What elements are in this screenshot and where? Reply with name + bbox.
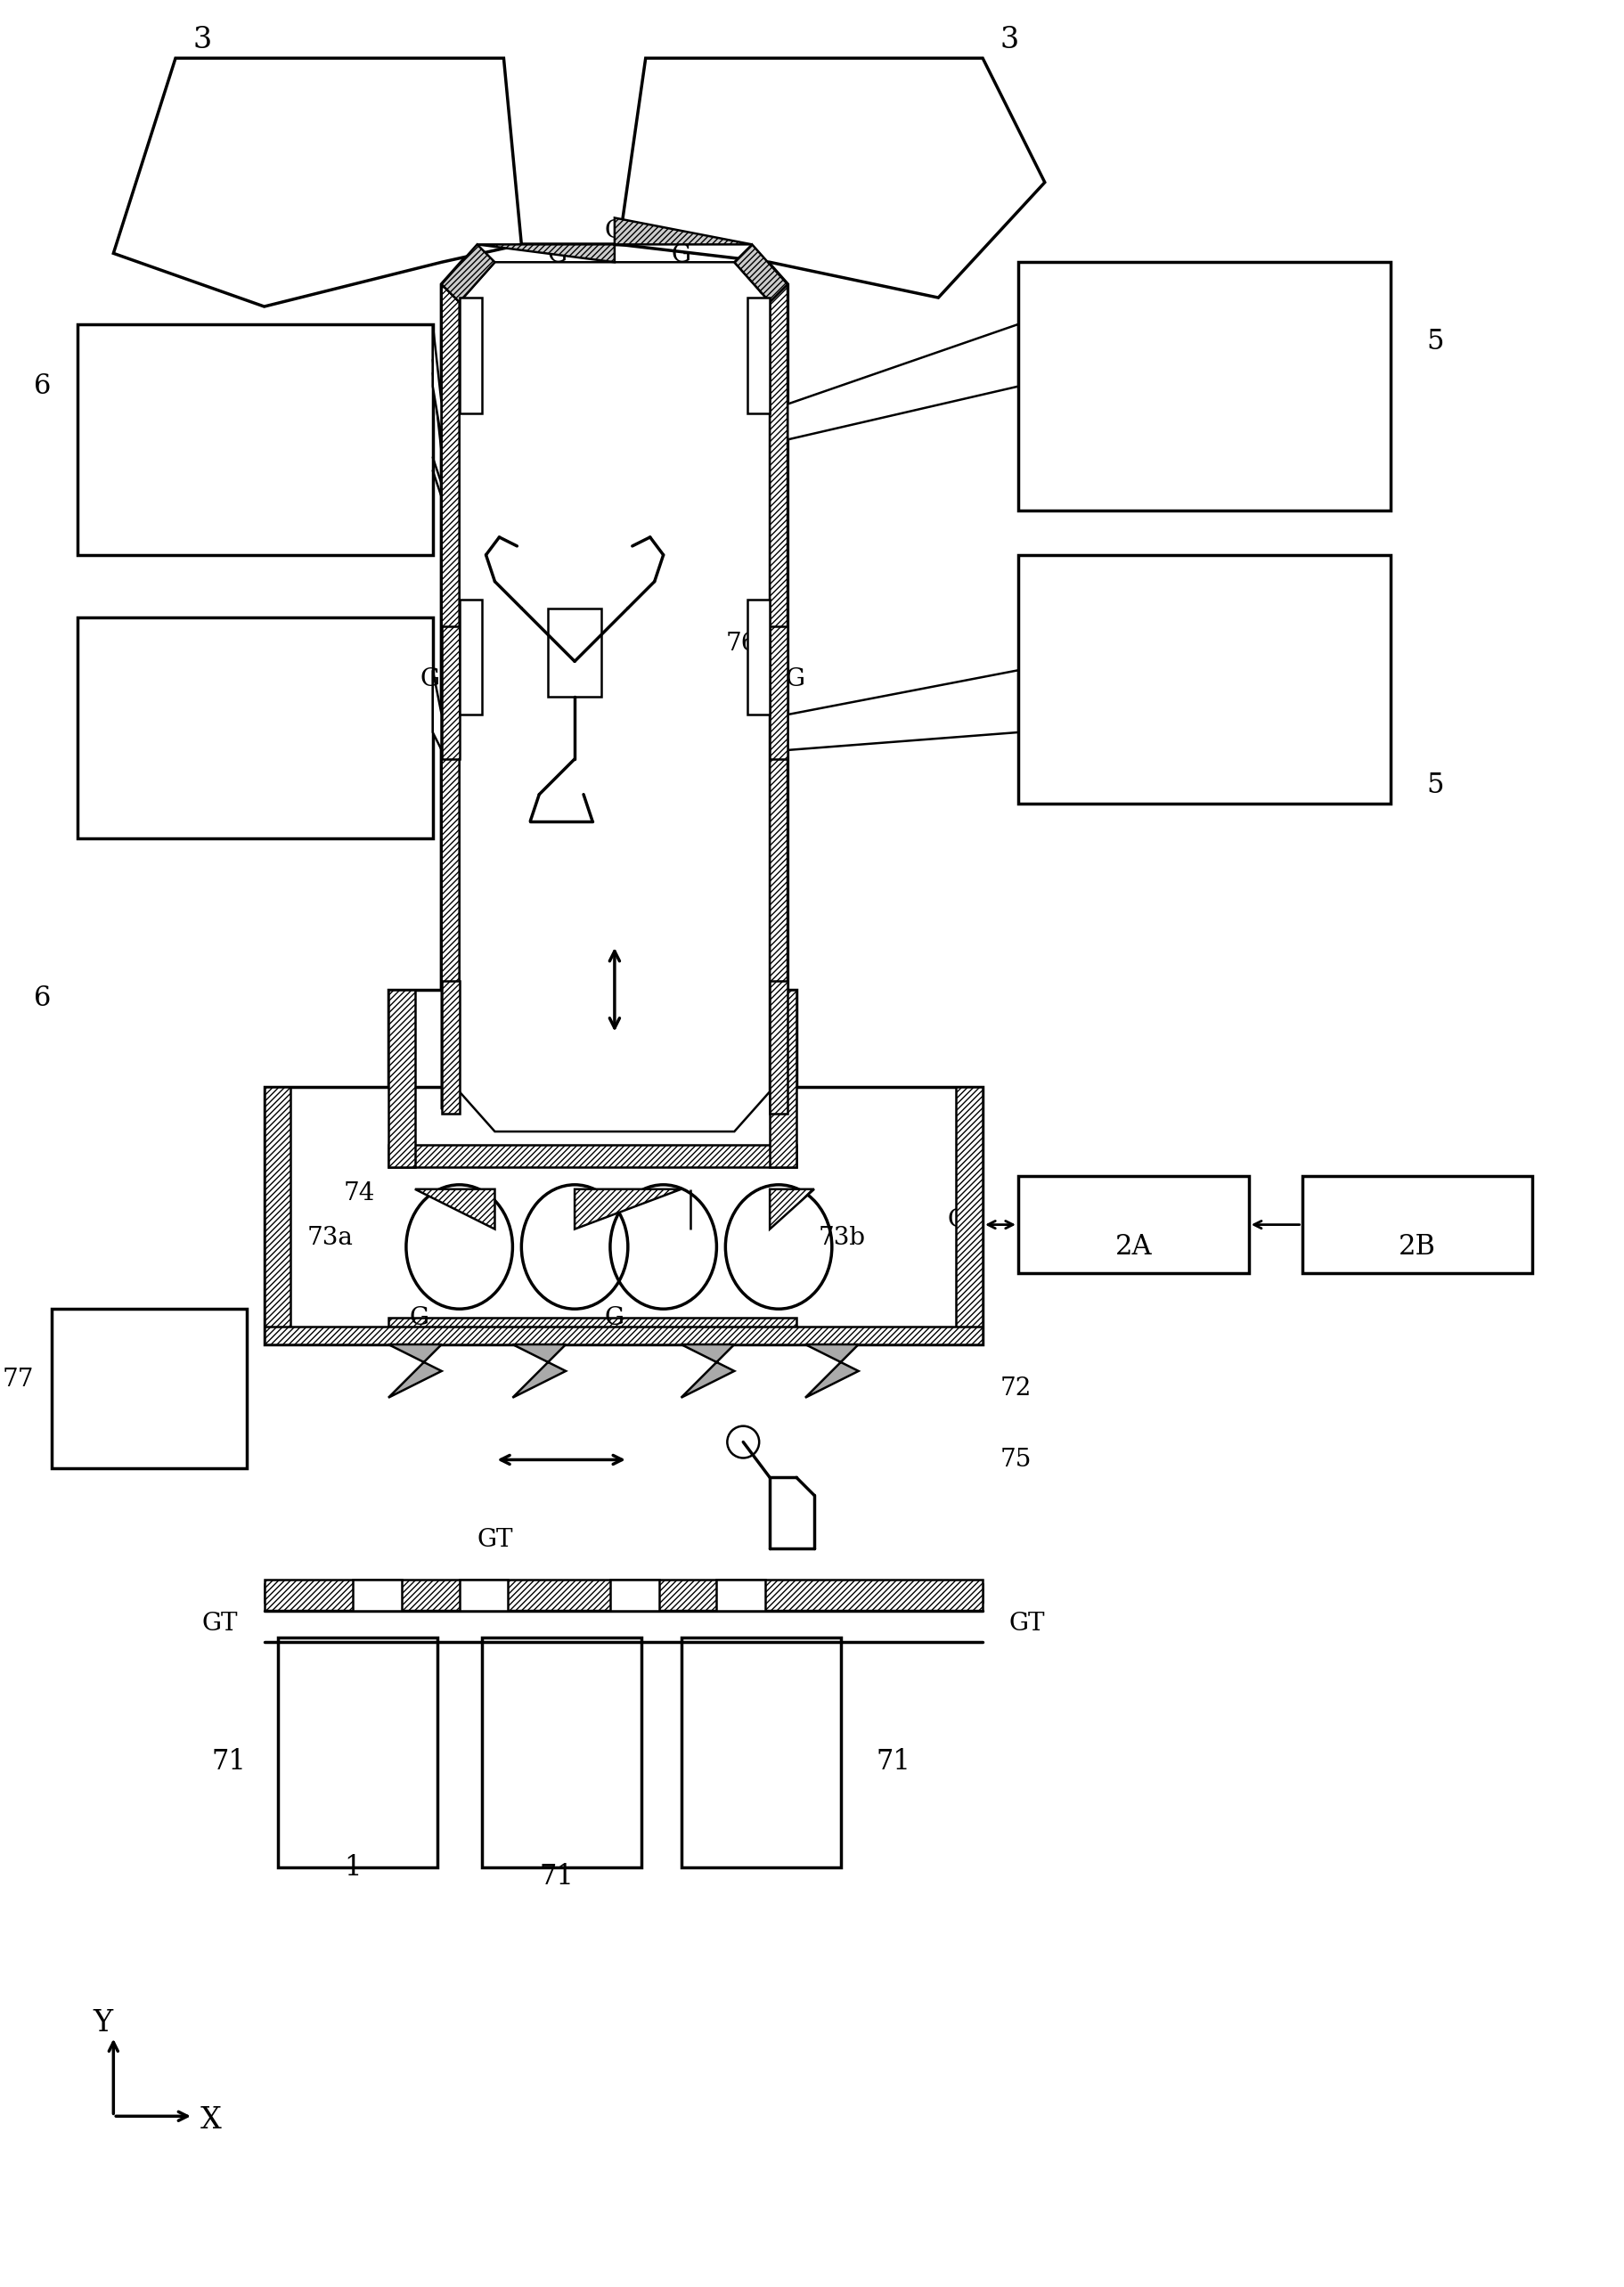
Text: G: G xyxy=(947,1208,966,1233)
Polygon shape xyxy=(388,1345,442,1397)
Text: 71: 71 xyxy=(211,1747,247,1775)
Polygon shape xyxy=(770,981,788,1114)
Polygon shape xyxy=(513,1345,565,1397)
Text: 5: 5 xyxy=(1426,329,1444,357)
Polygon shape xyxy=(432,670,442,750)
Text: 73a: 73a xyxy=(307,1226,352,1251)
Text: 71: 71 xyxy=(539,1864,575,1891)
Polygon shape xyxy=(114,57,521,306)
Text: GT: GT xyxy=(201,1612,237,1635)
Bar xyxy=(278,1637,437,1868)
Bar xyxy=(680,1637,841,1868)
Text: 76: 76 xyxy=(726,631,757,656)
Bar xyxy=(265,1326,983,1345)
Polygon shape xyxy=(442,627,460,759)
Bar xyxy=(716,1580,765,1610)
Text: G: G xyxy=(547,242,567,268)
Bar xyxy=(1018,556,1390,803)
Text: 2B: 2B xyxy=(1398,1233,1436,1260)
Text: 3: 3 xyxy=(1000,25,1018,55)
Bar xyxy=(78,325,432,556)
Text: 6: 6 xyxy=(34,986,52,1013)
Text: GT: GT xyxy=(1009,1612,1046,1635)
Bar xyxy=(388,1317,796,1345)
Bar xyxy=(388,990,796,1166)
Text: 2A: 2A xyxy=(1116,1233,1151,1260)
Text: 5: 5 xyxy=(1426,771,1444,800)
Text: G: G xyxy=(784,668,804,691)
Polygon shape xyxy=(442,245,788,1150)
Bar xyxy=(352,1580,401,1610)
Polygon shape xyxy=(575,1189,680,1228)
Text: G: G xyxy=(450,277,469,302)
Polygon shape xyxy=(770,284,788,1109)
Bar xyxy=(265,1580,983,1610)
Text: 6: 6 xyxy=(34,373,52,400)
Polygon shape xyxy=(788,670,1018,750)
Bar xyxy=(1018,263,1390,510)
Polygon shape xyxy=(619,57,1044,297)
Text: G: G xyxy=(421,668,440,691)
Text: 71: 71 xyxy=(877,1747,911,1775)
Polygon shape xyxy=(477,217,752,263)
Text: Y: Y xyxy=(93,2008,112,2038)
Text: G: G xyxy=(604,220,624,242)
Bar xyxy=(770,990,796,1166)
Text: 75: 75 xyxy=(1000,1448,1031,1473)
Text: 77: 77 xyxy=(2,1368,34,1393)
Text: G: G xyxy=(604,1306,624,1329)
Bar xyxy=(482,1637,641,1868)
Polygon shape xyxy=(680,1345,734,1397)
Text: 1: 1 xyxy=(344,1855,362,1882)
Bar xyxy=(460,1580,508,1610)
Bar xyxy=(265,1585,983,1601)
Bar xyxy=(460,297,482,414)
Polygon shape xyxy=(460,263,770,1132)
Polygon shape xyxy=(770,627,788,759)
Bar xyxy=(388,1146,796,1166)
Polygon shape xyxy=(788,325,1018,439)
Polygon shape xyxy=(442,981,460,1114)
Bar xyxy=(957,1086,983,1345)
Bar xyxy=(611,1580,659,1610)
Bar xyxy=(265,1086,983,1345)
Polygon shape xyxy=(416,1189,495,1228)
Text: G: G xyxy=(755,277,775,302)
Bar xyxy=(265,1086,291,1345)
Text: 3: 3 xyxy=(193,25,211,55)
Text: 73b: 73b xyxy=(818,1226,866,1251)
Text: G: G xyxy=(671,242,690,268)
Text: 72: 72 xyxy=(1000,1377,1031,1402)
Text: G: G xyxy=(409,1306,429,1329)
Polygon shape xyxy=(442,245,495,302)
Text: 74: 74 xyxy=(344,1182,375,1205)
Text: GT: GT xyxy=(477,1528,513,1551)
Polygon shape xyxy=(734,245,788,302)
Polygon shape xyxy=(432,325,442,439)
Bar xyxy=(747,297,770,414)
Bar xyxy=(747,599,770,714)
Bar xyxy=(460,599,482,714)
Polygon shape xyxy=(806,1345,859,1397)
Bar xyxy=(78,617,432,839)
Polygon shape xyxy=(442,284,460,1109)
Bar xyxy=(547,608,601,698)
Text: X: X xyxy=(200,2106,221,2134)
Bar xyxy=(388,990,416,1166)
Bar xyxy=(1018,1176,1249,1274)
Bar xyxy=(52,1308,247,1468)
Bar xyxy=(1302,1176,1533,1274)
Polygon shape xyxy=(770,1189,814,1228)
